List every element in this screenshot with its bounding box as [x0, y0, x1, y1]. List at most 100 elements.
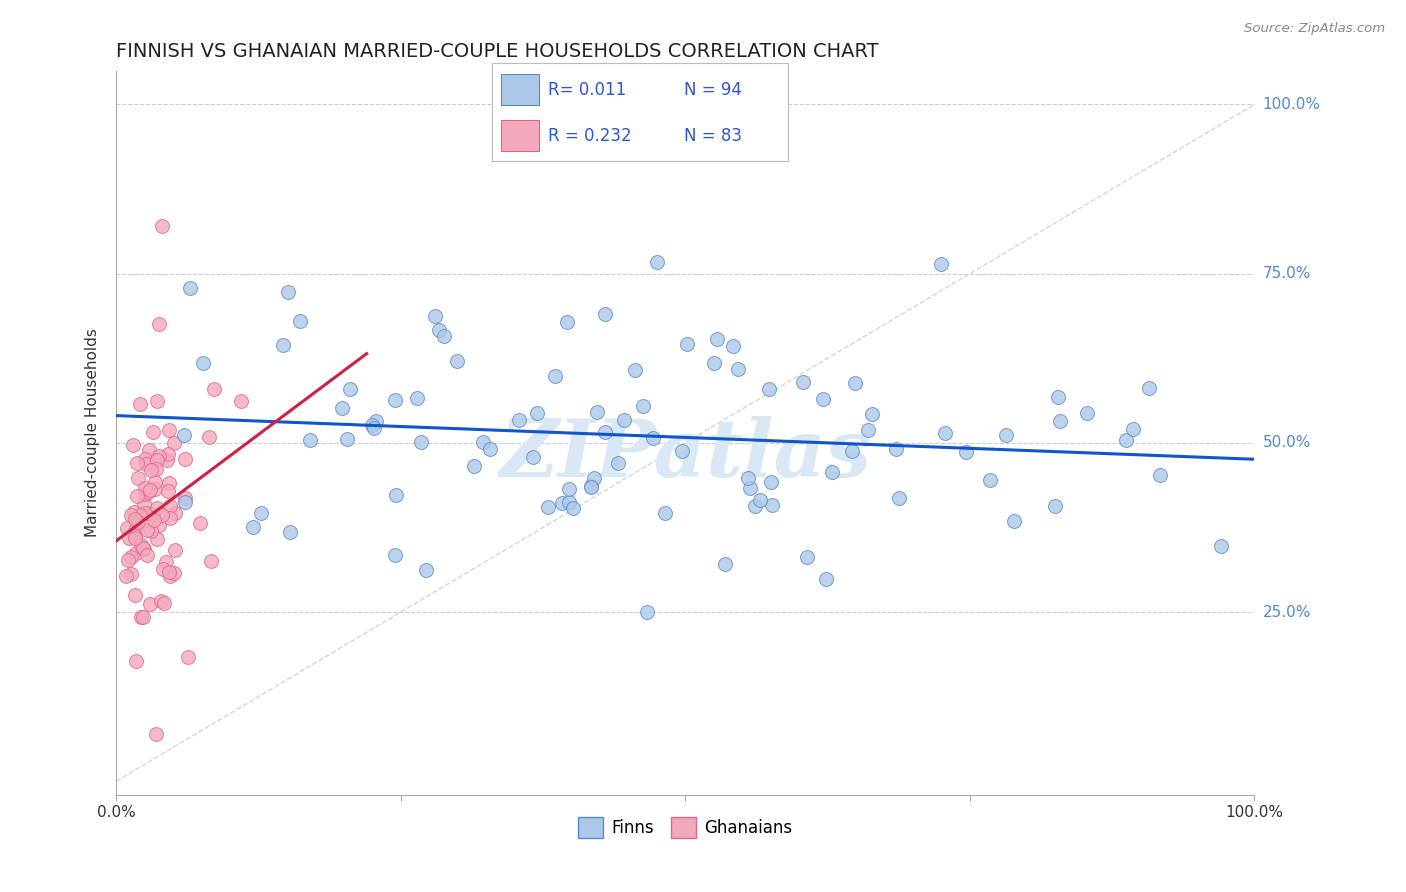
Point [134, 452, 156, 467]
Point [1149, 468, 1171, 483]
Point [127, 457, 149, 471]
Point [550, 496, 572, 510]
Point [844, 376, 866, 391]
Point [1049, 414, 1071, 428]
Point [654, 506, 676, 520]
Point [174, 491, 197, 505]
Point [152, 596, 174, 610]
Point [146, 453, 169, 467]
Point [193, 356, 215, 370]
Point [135, 523, 157, 537]
Point [124, 512, 146, 526]
Point [796, 550, 818, 565]
Point [595, 307, 617, 321]
Point [152, 562, 174, 576]
Point [200, 554, 222, 568]
Point [645, 255, 668, 269]
Point [446, 354, 468, 368]
Point [159, 499, 181, 513]
Point [278, 524, 301, 539]
Point [1046, 390, 1069, 404]
Point [1076, 406, 1098, 420]
Point [277, 285, 299, 299]
Point [150, 219, 173, 234]
Point [177, 650, 200, 665]
Point [361, 418, 384, 433]
Point [157, 423, 180, 437]
Y-axis label: Married-couple Households: Married-couple Households [86, 328, 100, 537]
Text: Source: ZipAtlas.com: Source: ZipAtlas.com [1244, 22, 1385, 36]
Point [1209, 539, 1232, 553]
Point [738, 481, 761, 495]
Point [124, 531, 146, 545]
Point [526, 406, 548, 420]
Point [384, 393, 406, 408]
Point [159, 510, 181, 524]
Point [433, 329, 456, 343]
Point [202, 382, 225, 396]
Point [713, 558, 735, 572]
Point [157, 484, 180, 499]
Point [155, 555, 177, 569]
Point [132, 610, 155, 624]
Point [544, 368, 567, 383]
Point [582, 471, 605, 485]
Point [612, 413, 634, 427]
Point [190, 516, 212, 530]
Point [127, 515, 149, 529]
Point [1122, 422, 1144, 436]
Point [242, 520, 264, 534]
Text: ZIPatlas: ZIPatlas [499, 416, 872, 493]
Point [336, 433, 359, 447]
Point [148, 317, 170, 331]
Point [1002, 514, 1025, 528]
Point [671, 444, 693, 458]
Point [298, 433, 321, 447]
Point [124, 588, 146, 602]
Point [623, 363, 645, 377]
Point [117, 552, 139, 566]
Point [593, 425, 616, 439]
Point [141, 524, 163, 538]
Point [555, 315, 578, 329]
Point [472, 434, 495, 449]
Point [721, 339, 744, 353]
Point [676, 337, 699, 351]
Point [125, 523, 148, 537]
Point [405, 392, 427, 406]
Point [1115, 433, 1137, 447]
Point [128, 508, 150, 522]
Point [142, 425, 165, 440]
Point [423, 309, 446, 323]
Point [157, 476, 180, 491]
Point [411, 434, 433, 449]
Point [145, 501, 167, 516]
Point [128, 397, 150, 411]
Point [586, 405, 609, 419]
Point [145, 482, 167, 496]
Point [129, 610, 152, 624]
Point [415, 563, 437, 577]
Point [120, 567, 142, 582]
Point [887, 491, 910, 505]
Point [811, 392, 834, 406]
Point [129, 538, 152, 552]
Point [139, 597, 162, 611]
Point [146, 393, 169, 408]
Point [127, 471, 149, 485]
Point [231, 393, 253, 408]
Point [163, 566, 186, 580]
Point [173, 495, 195, 509]
Point [1137, 381, 1160, 395]
Point [143, 475, 166, 490]
Point [522, 450, 544, 465]
Point [631, 400, 654, 414]
Text: 75.0%: 75.0% [1263, 266, 1310, 281]
Point [173, 452, 195, 467]
Point [955, 445, 977, 459]
Text: 50.0%: 50.0% [1263, 435, 1310, 450]
Point [330, 401, 353, 415]
Point [856, 423, 879, 437]
Point [537, 500, 560, 515]
Point [607, 456, 630, 470]
